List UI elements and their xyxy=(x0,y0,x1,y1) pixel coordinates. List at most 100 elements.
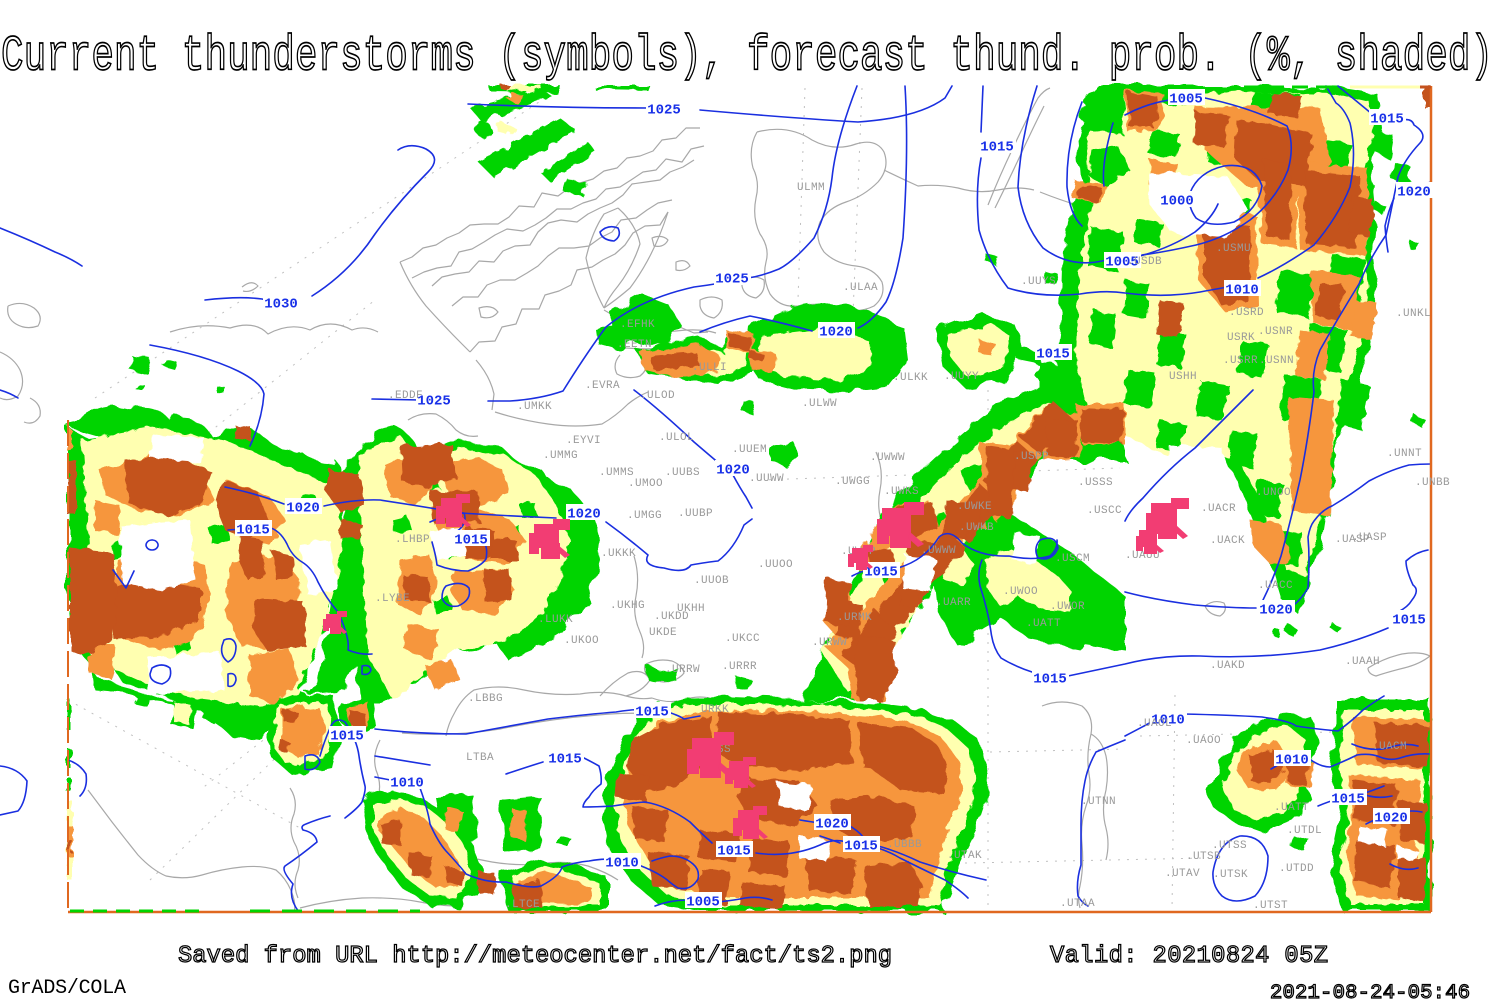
svg-text:1005: 1005 xyxy=(686,895,720,911)
svg-text:1015: 1015 xyxy=(1036,347,1070,363)
svg-text:USRK: USRK xyxy=(1227,332,1255,344)
svg-text:.URMK: .URMK xyxy=(837,612,872,624)
svg-text:.UKDD: .UKDD xyxy=(654,611,689,623)
svg-text:1010: 1010 xyxy=(1225,283,1259,299)
svg-text:.UATT: .UATT xyxy=(1026,618,1061,630)
svg-text:.LUKK: .LUKK xyxy=(538,614,573,626)
svg-text:.UMKK: .UMKK xyxy=(517,401,552,413)
svg-text:.UNNT: .UNNT xyxy=(1387,448,1422,460)
svg-text:.UWKB: .UWKB xyxy=(959,522,994,534)
svg-text:1015: 1015 xyxy=(1392,613,1426,629)
svg-text:1020: 1020 xyxy=(819,325,853,341)
svg-text:.URRW: .URRW xyxy=(665,664,700,676)
svg-text:.UBBB: .UBBB xyxy=(887,839,922,851)
svg-text:.USNN: .USNN xyxy=(1259,355,1294,367)
svg-text:1010: 1010 xyxy=(1151,713,1185,729)
svg-text:GrADS/COLA: GrADS/COLA xyxy=(8,977,126,1000)
svg-text:.UNBB: .UNBB xyxy=(1415,477,1450,489)
svg-text:UKHH: UKHH xyxy=(677,603,705,615)
svg-text:.UWOO: .UWOO xyxy=(1003,586,1038,598)
svg-text:1020: 1020 xyxy=(1374,811,1408,827)
svg-text:UKDE: UKDE xyxy=(649,627,677,639)
svg-text:.EYVI: .EYVI xyxy=(566,435,601,447)
svg-text:1015: 1015 xyxy=(548,752,582,768)
svg-text:.UTSB: .UTSB xyxy=(1186,851,1221,863)
svg-text:.EVRA: .EVRA xyxy=(585,380,620,392)
svg-text:.UAKD: .UAKD xyxy=(1210,660,1245,672)
svg-text:Valid: 20210824 05Z: Valid: 20210824 05Z xyxy=(1050,943,1328,970)
svg-text:.UASP: .UASP xyxy=(1335,534,1370,546)
svg-text:1020: 1020 xyxy=(286,501,320,517)
svg-text:.UUWW: .UUWW xyxy=(749,473,784,485)
svg-text:.UACC: .UACC xyxy=(1258,580,1293,592)
svg-text:.UACM: .UACM xyxy=(1372,741,1407,753)
svg-text:1015: 1015 xyxy=(980,140,1014,156)
svg-text:.UACK: .UACK xyxy=(1210,535,1245,547)
svg-text:1020: 1020 xyxy=(716,463,750,479)
svg-text:1015: 1015 xyxy=(717,844,751,860)
svg-text:.USCM: .USCM xyxy=(1055,553,1090,565)
svg-text:.UASP: .UASP xyxy=(1352,532,1387,544)
svg-text:.UMMG: .UMMG xyxy=(543,450,578,462)
svg-text:1005: 1005 xyxy=(1105,255,1139,271)
svg-text:.ULAA: .ULAA xyxy=(843,282,878,294)
svg-text:.UUEM: .UUEM xyxy=(732,444,767,456)
svg-text:.UNOO: .UNOO xyxy=(1256,487,1291,499)
svg-text:1020: 1020 xyxy=(1397,185,1431,201)
svg-text:1030: 1030 xyxy=(264,297,298,313)
svg-text:.UWWW: .UWWW xyxy=(921,545,956,557)
svg-text:.LHBP: .LHBP xyxy=(395,534,430,546)
svg-text:.USDB: .USDB xyxy=(1127,256,1162,268)
svg-text:.USRD: .USRD xyxy=(1229,307,1264,319)
svg-text:.ULLI: .ULLI xyxy=(692,362,727,374)
svg-text:Current thunderstorms (symbols: Current thunderstorms (symbols), forecas… xyxy=(1,29,1493,85)
svg-text:1000: 1000 xyxy=(1160,194,1194,210)
svg-text:.USPP: .USPP xyxy=(1014,451,1049,463)
svg-text:1015: 1015 xyxy=(844,839,878,855)
svg-text:.ULOD: .ULOD xyxy=(640,390,675,402)
svg-text:.UUYS: .UUYS xyxy=(1021,276,1056,288)
svg-text:.ULKK: .ULKK xyxy=(893,372,928,384)
svg-text:1010: 1010 xyxy=(605,856,639,872)
svg-text:.UUBP: .UUBP xyxy=(678,508,713,520)
svg-text:.UWKE: .UWKE xyxy=(957,501,992,513)
svg-text:.UKHG: .UKHG xyxy=(610,600,645,612)
svg-text:.UMOO: .UMOO xyxy=(628,478,663,490)
svg-text:1025: 1025 xyxy=(715,272,749,288)
svg-text:.UWGG: .UWGG xyxy=(835,476,870,488)
svg-text:.UTDD: .UTDD xyxy=(1279,863,1314,875)
svg-text:1015: 1015 xyxy=(635,705,669,721)
svg-text:.EETN: .EETN xyxy=(617,339,652,351)
svg-text:1020: 1020 xyxy=(1259,603,1293,619)
svg-text:1015: 1015 xyxy=(330,729,364,745)
svg-text:.URRR: .URRR xyxy=(722,661,757,673)
svg-text:2021-08-24-05:46: 2021-08-24-05:46 xyxy=(1270,982,1470,1000)
svg-text:1010: 1010 xyxy=(1275,753,1309,769)
svg-text:.UUOO: .UUOO xyxy=(758,559,793,571)
svg-text:.USRR: .USRR xyxy=(1223,355,1258,367)
svg-text:.USCC: .USCC xyxy=(1087,505,1122,517)
svg-text:.UAOL: .UAOL xyxy=(1137,718,1172,730)
svg-text:.USSS: .USSS xyxy=(1078,477,1113,489)
svg-text:.UARR: .UARR xyxy=(936,597,971,609)
svg-text:1015: 1015 xyxy=(236,523,270,539)
svg-text:.LYBE: .LYBE xyxy=(375,593,410,605)
svg-text:1025: 1025 xyxy=(647,103,681,119)
svg-text:.UNKL: .UNKL xyxy=(1396,308,1431,320)
svg-text:.UATT: .UATT xyxy=(1274,802,1309,814)
svg-text:1015: 1015 xyxy=(864,565,898,581)
svg-text:.UACR: .UACR xyxy=(1201,503,1236,515)
svg-text:LTBA: LTBA xyxy=(466,752,494,764)
svg-text:.UUOB: .UUOB xyxy=(694,575,729,587)
svg-text:.ULWW: .ULWW xyxy=(802,398,837,410)
svg-text:.UTAA: .UTAA xyxy=(1060,898,1095,910)
svg-text:.UMGG: .UMGG xyxy=(627,510,662,522)
svg-text:1025: 1025 xyxy=(417,394,451,410)
svg-text:1010: 1010 xyxy=(390,776,424,792)
svg-text:.UTST: .UTST xyxy=(1253,900,1288,912)
svg-text:1015: 1015 xyxy=(1370,112,1404,128)
svg-text:.UAAH: .UAAH xyxy=(1345,656,1380,668)
svg-text:.UMMS: .UMMS xyxy=(599,467,634,479)
svg-text:.UKCC: .UKCC xyxy=(725,633,760,645)
svg-text:.URWW: .URWW xyxy=(812,637,847,649)
